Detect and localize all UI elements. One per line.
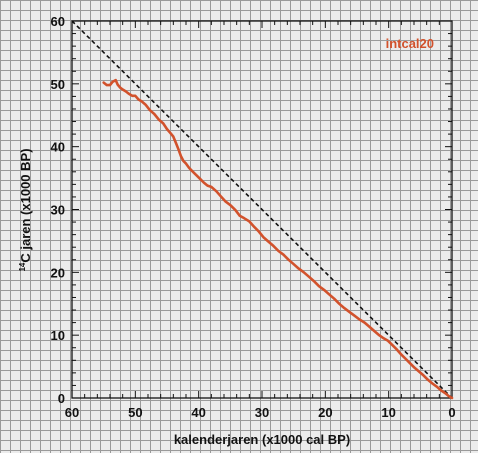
reference-line [71,20,453,399]
x-tick-label: 60 [65,405,79,420]
y-tick-label: 60 [51,14,65,29]
x-tick-label: 40 [191,405,205,420]
x-axis-title: kalenderjaren (x1000 cal BP) [174,432,350,447]
x-tick-label: 20 [318,405,332,420]
x-tick-label: 0 [448,405,455,420]
y-tick-label: 50 [51,77,65,92]
x-tick-label: 30 [255,405,269,420]
y-axis-title: 14C jaren (x1000 BP) [18,148,33,271]
y-tick-label: 0 [58,391,65,406]
x-tick-label: 50 [128,405,142,420]
y-axis-title-superscript: 14 [18,262,27,271]
y-tick-label: 30 [51,203,65,218]
x-tick-label: 10 [381,405,395,420]
y-tick-label: 20 [51,265,65,280]
y-tick-labels: 0 10 20 30 40 50 60 [51,14,65,406]
x-tick-labels: 60 50 40 30 20 10 0 [65,405,456,420]
y-tick-label: 10 [51,328,65,343]
y-tick-label: 40 [51,140,65,155]
series-label: intcal20 [386,36,434,51]
ticks [71,20,453,399]
y-axis-title-text: C jaren (x1000 BP) [18,148,33,262]
series-line-intcal20 [102,78,454,400]
